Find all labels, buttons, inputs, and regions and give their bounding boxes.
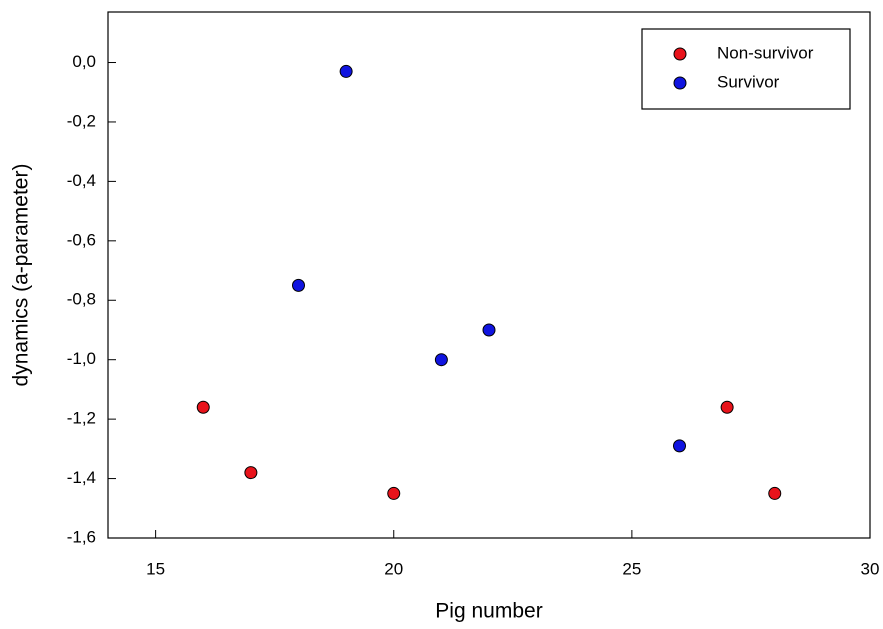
y-tick-label: -0,4 [67, 171, 96, 190]
point [339, 64, 353, 78]
y-tick-label: -1,0 [67, 349, 96, 368]
legend-box [641, 28, 851, 110]
point [196, 400, 210, 414]
point [244, 466, 258, 480]
y-tick-label: -1,6 [67, 527, 96, 546]
x-tick-label: 20 [384, 559, 403, 578]
point [387, 486, 401, 500]
point [673, 439, 686, 453]
point [434, 353, 448, 367]
legend-label: Survivor [717, 72, 780, 91]
y-axis-title: dynamics (a-parameter) [10, 164, 33, 387]
legend-marker [673, 47, 687, 61]
x-tick-label: 15 [146, 559, 165, 578]
point [720, 400, 734, 414]
y-tick-label: -1,4 [67, 468, 96, 487]
y-tick-label: 0,0 [72, 52, 96, 71]
y-tick-label: -0,2 [67, 111, 96, 130]
point [482, 323, 496, 337]
x-axis-title: Pig number [435, 600, 542, 623]
y-tick-label: -1,2 [67, 409, 96, 428]
y-tick-label: -0,8 [67, 290, 96, 309]
point [768, 486, 782, 500]
x-tick-label: 30 [861, 559, 880, 578]
point [292, 278, 305, 292]
legend-marker [673, 76, 687, 90]
x-tick-label: 25 [622, 559, 641, 578]
legend-label: Non-survivor [717, 43, 814, 62]
plot-frame [107, 11, 871, 539]
y-tick-label: -0,6 [67, 230, 96, 249]
